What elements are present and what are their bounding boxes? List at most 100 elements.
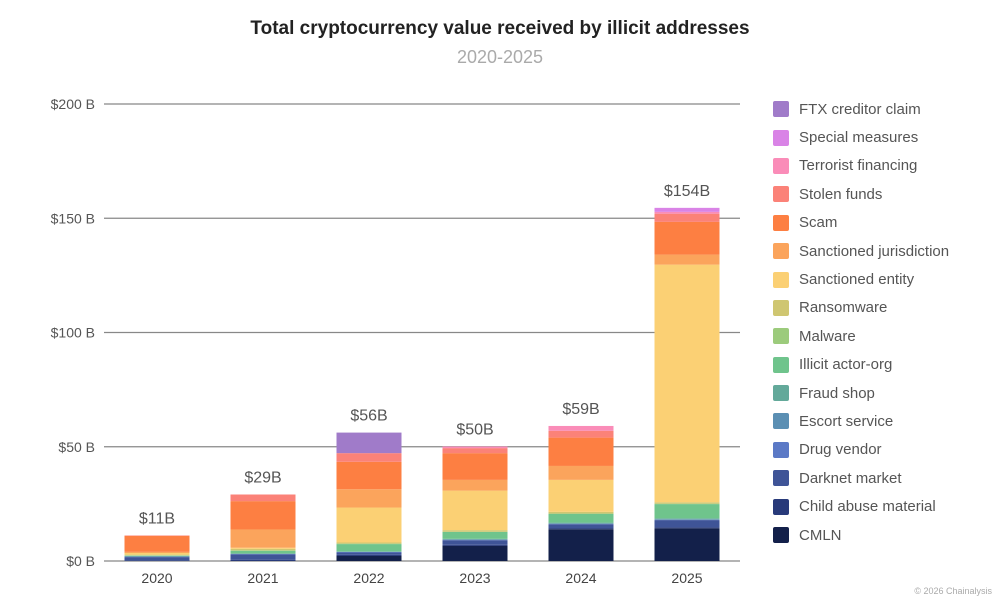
legend: FTX creditor claim Special measures Terror…: [773, 95, 949, 549]
total-label: $11B: [139, 510, 175, 527]
legend-label: Fraud shop: [799, 384, 875, 402]
legend-item: Sanctioned entity: [773, 265, 949, 293]
legend-item: Ransomware: [773, 294, 949, 322]
legend-label: Darknet market: [799, 469, 902, 487]
bar-segment-cmln: [654, 528, 720, 561]
bar-segment-fraud-shop: [548, 522, 614, 524]
bar-segment-sanctioned-entity: [124, 553, 190, 555]
legend-item: Terrorist financing: [773, 152, 949, 180]
bar-segment-child-abuse-material: [548, 528, 614, 530]
bar-segment-fraud-shop: [442, 538, 508, 540]
legend-label: Ransomware: [799, 299, 888, 317]
bar-segment-scam: [336, 461, 402, 490]
legend-swatch: [773, 328, 789, 345]
total-label: $154B: [664, 183, 710, 200]
legend-label: FTX creditor claim: [799, 100, 921, 118]
legend-label: Child abuse material: [799, 498, 936, 516]
bar-segment-darknet-market: [442, 540, 508, 545]
bar-segment-scam: [654, 221, 720, 255]
bar-segment-darknet-market: [230, 554, 296, 560]
chart-subtitle: 2020-2025: [456, 47, 544, 67]
bar-segment-ransomware: [124, 554, 190, 556]
bar-segment-illicit-actor-org: [654, 504, 720, 519]
legend-swatch: [773, 271, 789, 288]
legend-label: Terrorist financing: [799, 157, 918, 175]
legend-item: Drug vendor: [773, 436, 949, 464]
legend-item: Fraud shop: [773, 379, 949, 407]
legend-item: Malware: [773, 322, 949, 350]
legend-label: Sanctioned jurisdiction: [799, 242, 950, 260]
bar-segment-sanctioned-entity: [442, 490, 508, 531]
bar-segment-sanctioned-entity: [654, 264, 720, 503]
bar-segment-sanctioned-entity: [230, 547, 296, 549]
bar-segment-sanctioned-jurisdiction: [654, 254, 720, 265]
legend-swatch: [773, 243, 789, 260]
x-tick-label: 2023: [459, 570, 490, 586]
bar-segment-scam: [442, 453, 508, 480]
legend-swatch: [773, 101, 789, 118]
bar-segment-stolen-funds: [230, 494, 296, 502]
bar-segment-stolen-funds: [442, 448, 508, 454]
legend-item: Sanctioned jurisdiction: [773, 237, 949, 265]
bar-segment-special-measures: [654, 207, 720, 212]
bar-segment-drug-vendor: [124, 556, 190, 558]
bar-segment-ransomware: [336, 542, 402, 544]
credit-text: © 2026 Chainalysis: [914, 586, 992, 596]
bar-segment-terrorist-financing: [548, 425, 614, 431]
legend-item: CMLN: [773, 521, 949, 549]
bar-segment-child-abuse-material: [442, 544, 508, 546]
legend-swatch: [773, 186, 789, 203]
bar-segment-drug-vendor: [336, 551, 402, 553]
legend-swatch: [773, 385, 789, 402]
bar-segment-drug-vendor: [230, 553, 296, 555]
bar-segment-ransomware: [654, 502, 720, 504]
bar-segment-cmln: [548, 529, 614, 561]
bar-segment-child-abuse-material: [654, 527, 720, 529]
legend-label: CMLN: [799, 526, 842, 544]
legend-swatch: [773, 470, 789, 487]
total-label: $56B: [350, 408, 387, 425]
legend-item: Child abuse material: [773, 492, 949, 520]
x-tick-label: 2025: [671, 570, 702, 586]
total-label: $59B: [562, 401, 599, 418]
legend-item: Stolen funds: [773, 180, 949, 208]
legend-swatch: [773, 413, 789, 430]
legend-item: Scam: [773, 209, 949, 237]
bar-segment-sanctioned-jurisdiction: [124, 551, 190, 554]
bar-segment-fraud-shop: [654, 518, 720, 520]
bar-segment-child-abuse-material: [230, 559, 296, 561]
bar-segment-stolen-funds: [548, 430, 614, 438]
bar-segment-illicit-actor-org: [548, 513, 614, 523]
bar-segment-illicit-actor-org: [230, 550, 296, 554]
bar-segment-cmln: [336, 555, 402, 561]
legend-item: Special measures: [773, 123, 949, 151]
bar-segment-sanctioned-jurisdiction: [230, 529, 296, 548]
bar-segment-malware: [230, 550, 296, 551]
bar-segment-sanctioned-entity: [336, 507, 402, 543]
legend-swatch: [773, 441, 789, 458]
y-tick-label: $0 B: [66, 553, 95, 569]
legend-swatch: [773, 214, 789, 231]
legend-label: Drug vendor: [799, 441, 882, 459]
bar-segment-stolen-funds: [336, 453, 402, 462]
bar-segment-child-abuse-material: [336, 554, 402, 556]
bar-segment-darknet-market: [654, 520, 720, 528]
bar-segment-scam: [124, 535, 190, 552]
bar-segment-darknet-market: [124, 557, 190, 561]
bar-segment-sanctioned-jurisdiction: [336, 489, 402, 508]
legend-swatch: [773, 356, 789, 373]
legend-label: Special measures: [799, 129, 919, 147]
bar-segment-illicit-actor-org: [442, 531, 508, 539]
legend-item: Escort service: [773, 407, 949, 435]
bar-segment-stolen-funds: [654, 213, 720, 222]
legend-item: Darknet market: [773, 464, 949, 492]
bar-segment-ransomware: [548, 511, 614, 514]
bar-segment-ransomware: [442, 530, 508, 532]
legend-label: Illicit actor-org: [799, 356, 893, 374]
legend-item: Illicit actor-org: [773, 351, 949, 379]
bar-segment-sanctioned-jurisdiction: [548, 465, 614, 480]
bar-segment-darknet-market: [548, 524, 614, 529]
x-tick-label: 2024: [565, 570, 596, 586]
bar-segment-sanctioned-entity: [548, 479, 614, 512]
